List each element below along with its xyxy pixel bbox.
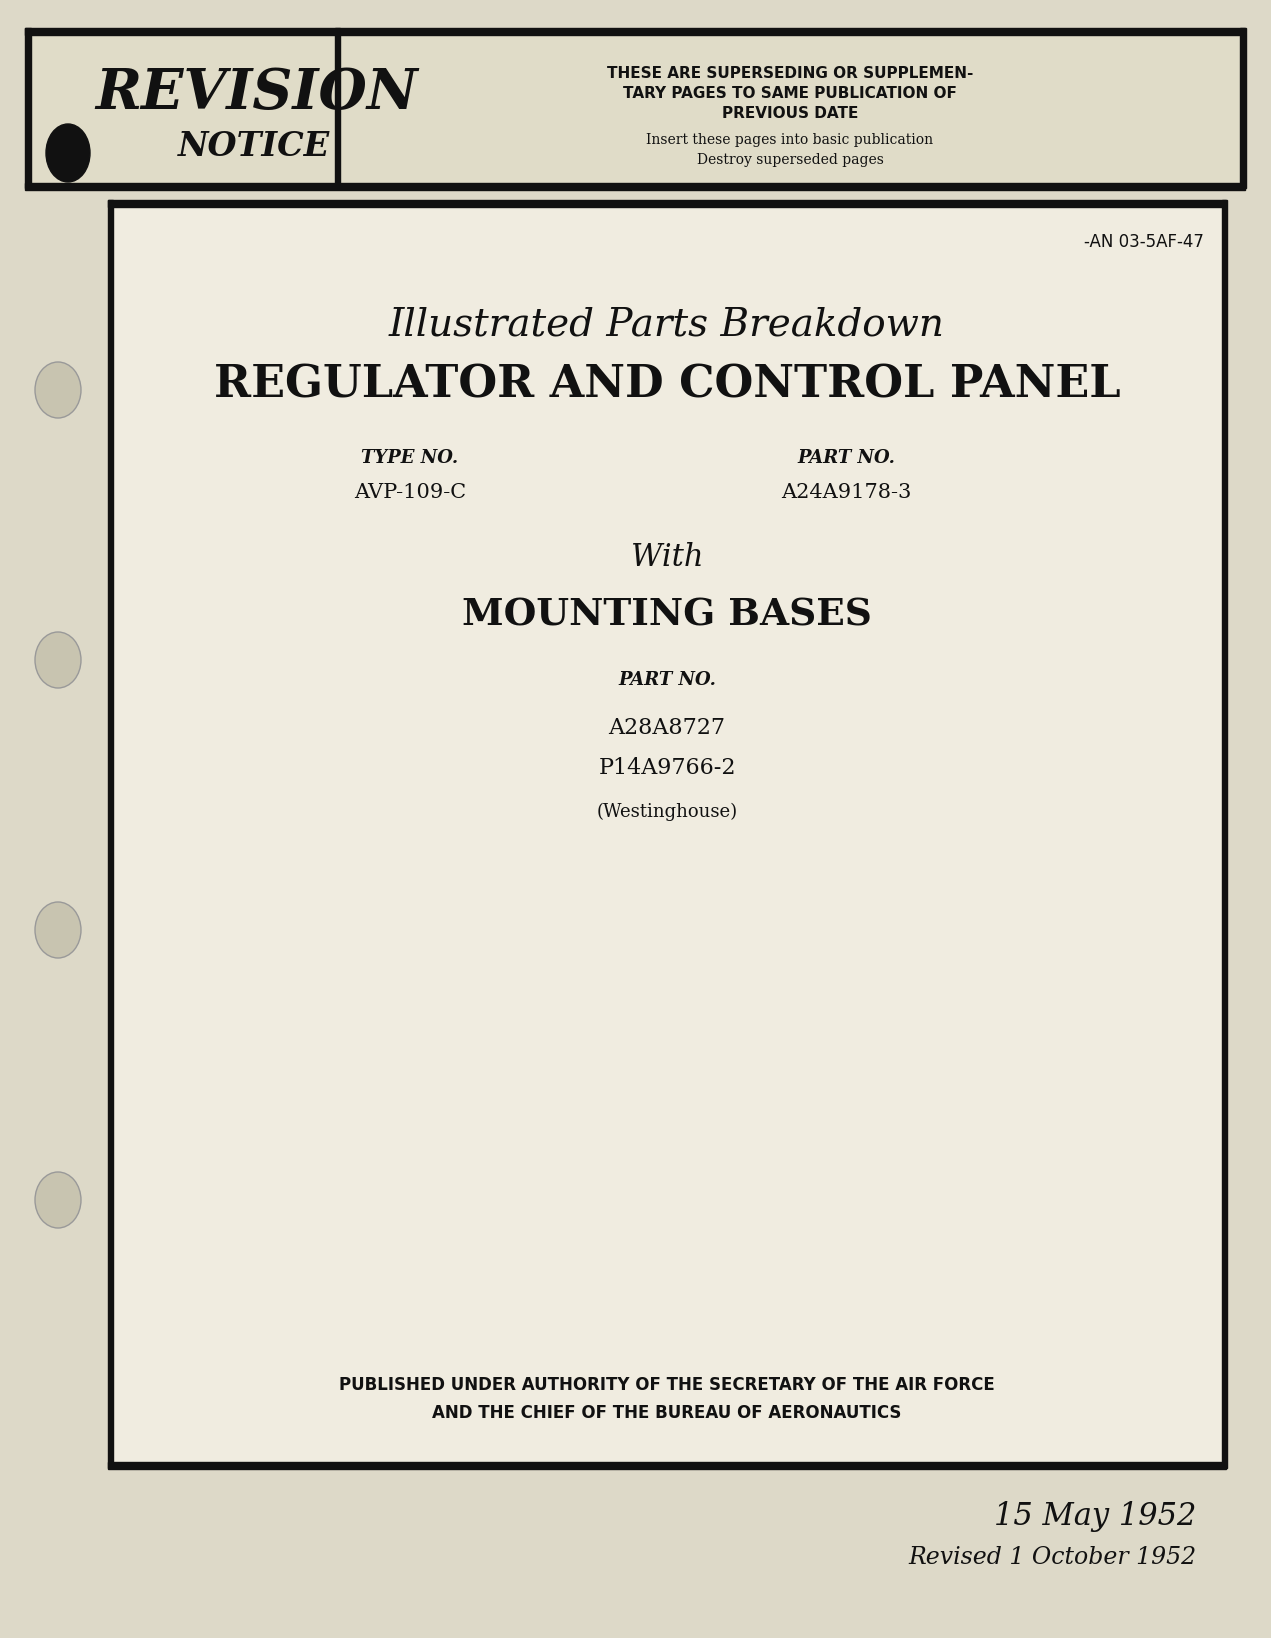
Bar: [1221, 200, 1227, 1468]
Text: Illustrated Parts Breakdown: Illustrated Parts Breakdown: [389, 306, 944, 344]
Text: AND THE CHIEF OF THE BUREAU OF AERONAUTICS: AND THE CHIEF OF THE BUREAU OF AERONAUTI…: [432, 1404, 901, 1422]
Text: Revised 1 October 1952: Revised 1 October 1952: [907, 1546, 1196, 1569]
Text: MOUNTING BASES: MOUNTING BASES: [463, 596, 872, 634]
Bar: [108, 200, 1227, 206]
Text: Insert these pages into basic publication: Insert these pages into basic publicatio…: [647, 133, 934, 147]
Bar: [25, 183, 1246, 190]
Text: A28A8727: A28A8727: [609, 717, 726, 739]
Bar: [25, 28, 1246, 34]
Text: TARY PAGES TO SAME PUBLICATION OF: TARY PAGES TO SAME PUBLICATION OF: [623, 85, 957, 100]
Text: PART NO.: PART NO.: [797, 449, 895, 467]
Bar: [25, 28, 31, 188]
Text: PART NO.: PART NO.: [618, 672, 716, 690]
Text: THESE ARE SUPERSEDING OR SUPPLEMEN-: THESE ARE SUPERSEDING OR SUPPLEMEN-: [606, 66, 974, 80]
Bar: [108, 200, 1227, 1468]
Text: REGULATOR AND CONTROL PANEL: REGULATOR AND CONTROL PANEL: [214, 364, 1120, 406]
Text: -AN 03-5AF-47: -AN 03-5AF-47: [1084, 233, 1204, 251]
Bar: [1240, 28, 1246, 188]
Ellipse shape: [36, 362, 81, 418]
Ellipse shape: [36, 632, 81, 688]
Bar: [336, 28, 341, 188]
Text: AVP-109-C: AVP-109-C: [353, 483, 466, 501]
Text: REVISION: REVISION: [95, 66, 418, 121]
Text: With: With: [630, 542, 703, 573]
Text: PREVIOUS DATE: PREVIOUS DATE: [722, 105, 858, 121]
Ellipse shape: [46, 124, 90, 182]
Bar: [25, 28, 1246, 188]
Text: (Westinghouse): (Westinghouse): [596, 803, 737, 821]
Text: A24A9178-3: A24A9178-3: [780, 483, 911, 501]
Text: PUBLISHED UNDER AUTHORITY OF THE SECRETARY OF THE AIR FORCE: PUBLISHED UNDER AUTHORITY OF THE SECRETA…: [339, 1376, 995, 1394]
Text: TYPE NO.: TYPE NO.: [361, 449, 459, 467]
Text: P14A9766-2: P14A9766-2: [599, 757, 736, 780]
Bar: [108, 200, 113, 1468]
Bar: [108, 1463, 1227, 1469]
Ellipse shape: [36, 903, 81, 958]
Text: Destroy superseded pages: Destroy superseded pages: [697, 152, 883, 167]
Text: NOTICE: NOTICE: [178, 129, 330, 162]
Ellipse shape: [36, 1173, 81, 1228]
Text: 15 May 1952: 15 May 1952: [994, 1500, 1196, 1532]
